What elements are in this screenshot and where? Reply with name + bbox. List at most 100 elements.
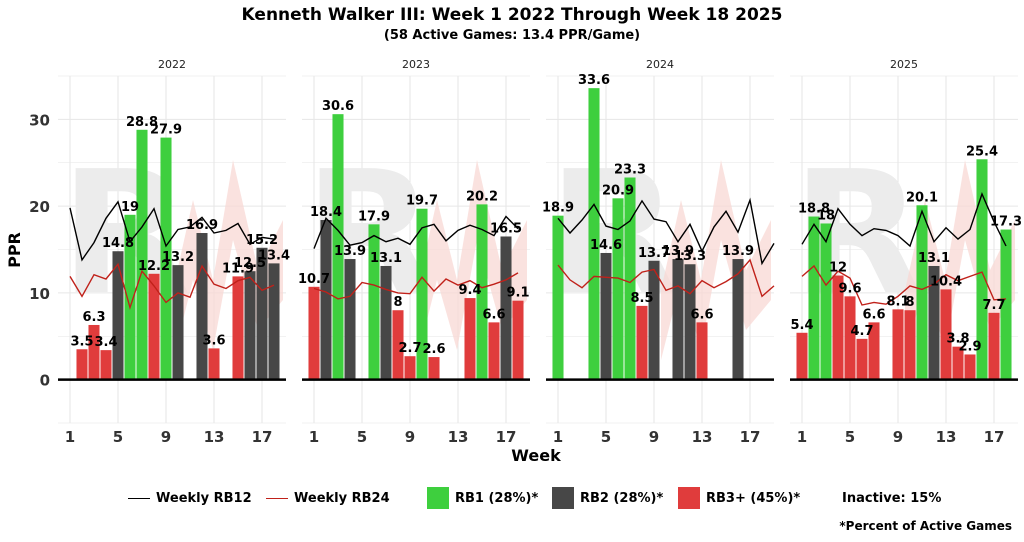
- bar-value-label: 17.9: [358, 209, 390, 224]
- bar-rb2: [112, 251, 124, 380]
- bar-rb2: [600, 252, 612, 380]
- x-tick-label: 5: [845, 428, 855, 446]
- bar-value-label: 28.8: [126, 115, 158, 130]
- chart-title: Kenneth Walker III: Week 1 2022 Through …: [241, 5, 783, 25]
- bar-rb2: [172, 265, 184, 380]
- bar-rb3: [796, 332, 808, 380]
- x-tick-label: 13: [692, 428, 713, 446]
- bar-rb3: [636, 305, 648, 380]
- bar-value-label: 20.2: [466, 189, 498, 204]
- bar-rb3: [208, 348, 220, 380]
- x-tick-label: 9: [405, 428, 415, 446]
- bar-value-label: 16.9: [186, 218, 218, 233]
- panel-strip-label: 2023: [402, 58, 430, 71]
- bar-value-label: 13.9: [722, 244, 754, 259]
- bar-rb3: [988, 312, 1000, 380]
- bar-rb3: [940, 289, 952, 380]
- bar-rb1: [368, 224, 380, 380]
- bar-value-label: 11.9: [222, 261, 254, 276]
- bar-rb2: [928, 265, 940, 380]
- bar-rb1: [476, 204, 488, 380]
- rb24-line: [69, 262, 275, 311]
- watermark-shape: [417, 160, 527, 360]
- x-tick-label: 17: [740, 428, 761, 446]
- bar-value-label: 10.4: [930, 274, 962, 289]
- x-tick-label: 1: [553, 428, 563, 446]
- bar-rb3: [464, 298, 476, 380]
- rb12-line: [313, 215, 519, 249]
- bar-value-label: 18.4: [310, 205, 342, 220]
- x-tick-label: 17: [252, 428, 273, 446]
- bar-value-label: 13.7: [638, 246, 670, 261]
- legend-item-rb3: RB3+ (45%)*: [678, 482, 800, 514]
- legend-label-rb24: Weekly RB24: [294, 490, 390, 506]
- bar-rb1: [332, 114, 344, 380]
- bar-rb3: [232, 276, 244, 380]
- bar-value-label: 14.8: [102, 236, 134, 251]
- bar-rb1: [916, 205, 928, 380]
- bar-rb2: [380, 265, 392, 380]
- legend-label-rb12: Weekly RB12: [156, 490, 252, 506]
- bar-value-label: 12.5: [234, 256, 266, 271]
- plot-area: 0102030PPRWeek2022R3.56.33.414.81928.812…: [5, 58, 1022, 465]
- legend-label-rb2: RB2 (28%)*: [580, 490, 664, 506]
- legend-label-rb3: RB3+ (45%)*: [706, 490, 801, 506]
- x-tick-label: 5: [113, 428, 123, 446]
- rb12-line: [557, 197, 775, 266]
- bar-rb3: [148, 273, 160, 380]
- legend: Weekly RB12 Weekly RB24 RB1 (28%)* RB2 (…: [0, 482, 1024, 514]
- x-tick-label: 5: [357, 428, 367, 446]
- panel-strip-label: 2022: [158, 58, 186, 71]
- bar-rb1: [808, 216, 820, 380]
- bar-value-label: 8: [905, 295, 914, 310]
- x-tick-label: 1: [797, 428, 807, 446]
- legend-item-rb2: RB2 (28%)*: [552, 482, 663, 514]
- x-tick-label: 17: [984, 428, 1005, 446]
- bar-rb3: [832, 275, 844, 380]
- bar-rb3: [696, 322, 708, 380]
- x-tick-label: 9: [161, 428, 171, 446]
- bar-value-label: 18.8: [798, 202, 830, 217]
- x-tick-label: 1: [309, 428, 319, 446]
- bar-rb3: [308, 286, 320, 380]
- bar-value-label: 16.5: [490, 221, 522, 236]
- bar-rb1: [160, 137, 172, 380]
- bar-value-label: 6.6: [862, 307, 885, 322]
- bar-rb3: [404, 356, 416, 380]
- x-axis-title: Week: [511, 446, 561, 465]
- bar-value-label: 13.1: [370, 251, 402, 266]
- bar-rb3: [428, 357, 440, 380]
- bar-rb1: [588, 88, 600, 380]
- bar-rb3: [100, 350, 112, 380]
- bar-value-label: 23.3: [614, 162, 646, 177]
- x-tick-label: 13: [448, 428, 469, 446]
- bar-value-label: 9.4: [458, 283, 481, 298]
- x-tick-label: 9: [649, 428, 659, 446]
- bar-value-label: 25.4: [966, 144, 998, 159]
- legend-swatch-rb24: [266, 497, 288, 499]
- x-tick-label: 13: [936, 428, 957, 446]
- bar-rb2: [684, 264, 696, 380]
- bar-rb3: [76, 349, 88, 380]
- bar-value-label: 33.6: [578, 73, 610, 88]
- bar-value-label: 14.6: [590, 238, 622, 253]
- bar-rb2: [672, 259, 684, 380]
- bar-rb3: [88, 324, 100, 380]
- bar-rb3: [512, 300, 524, 380]
- bar-value-label: 5.4: [790, 318, 813, 333]
- bar-rb3: [392, 310, 404, 380]
- bar-value-label: 27.9: [150, 123, 182, 138]
- legend-item-rb24: Weekly RB24: [266, 482, 390, 514]
- bar-rb1: [416, 208, 428, 380]
- bar-value-label: 20.1: [906, 190, 938, 205]
- bar-value-label: 2.9: [958, 339, 981, 354]
- bar-rb1: [552, 215, 564, 380]
- bar-value-label: 13.9: [334, 244, 366, 259]
- bar-rb1: [1000, 229, 1012, 380]
- rb24-line: [557, 258, 775, 298]
- x-tick-label: 5: [601, 428, 611, 446]
- bar-rb3: [868, 322, 880, 380]
- bar-value-label: 3.6: [202, 333, 225, 348]
- bar-value-label: 18: [817, 208, 835, 223]
- chart-subtitle: (58 Active Games: 13.4 PPR/Game): [383, 28, 641, 43]
